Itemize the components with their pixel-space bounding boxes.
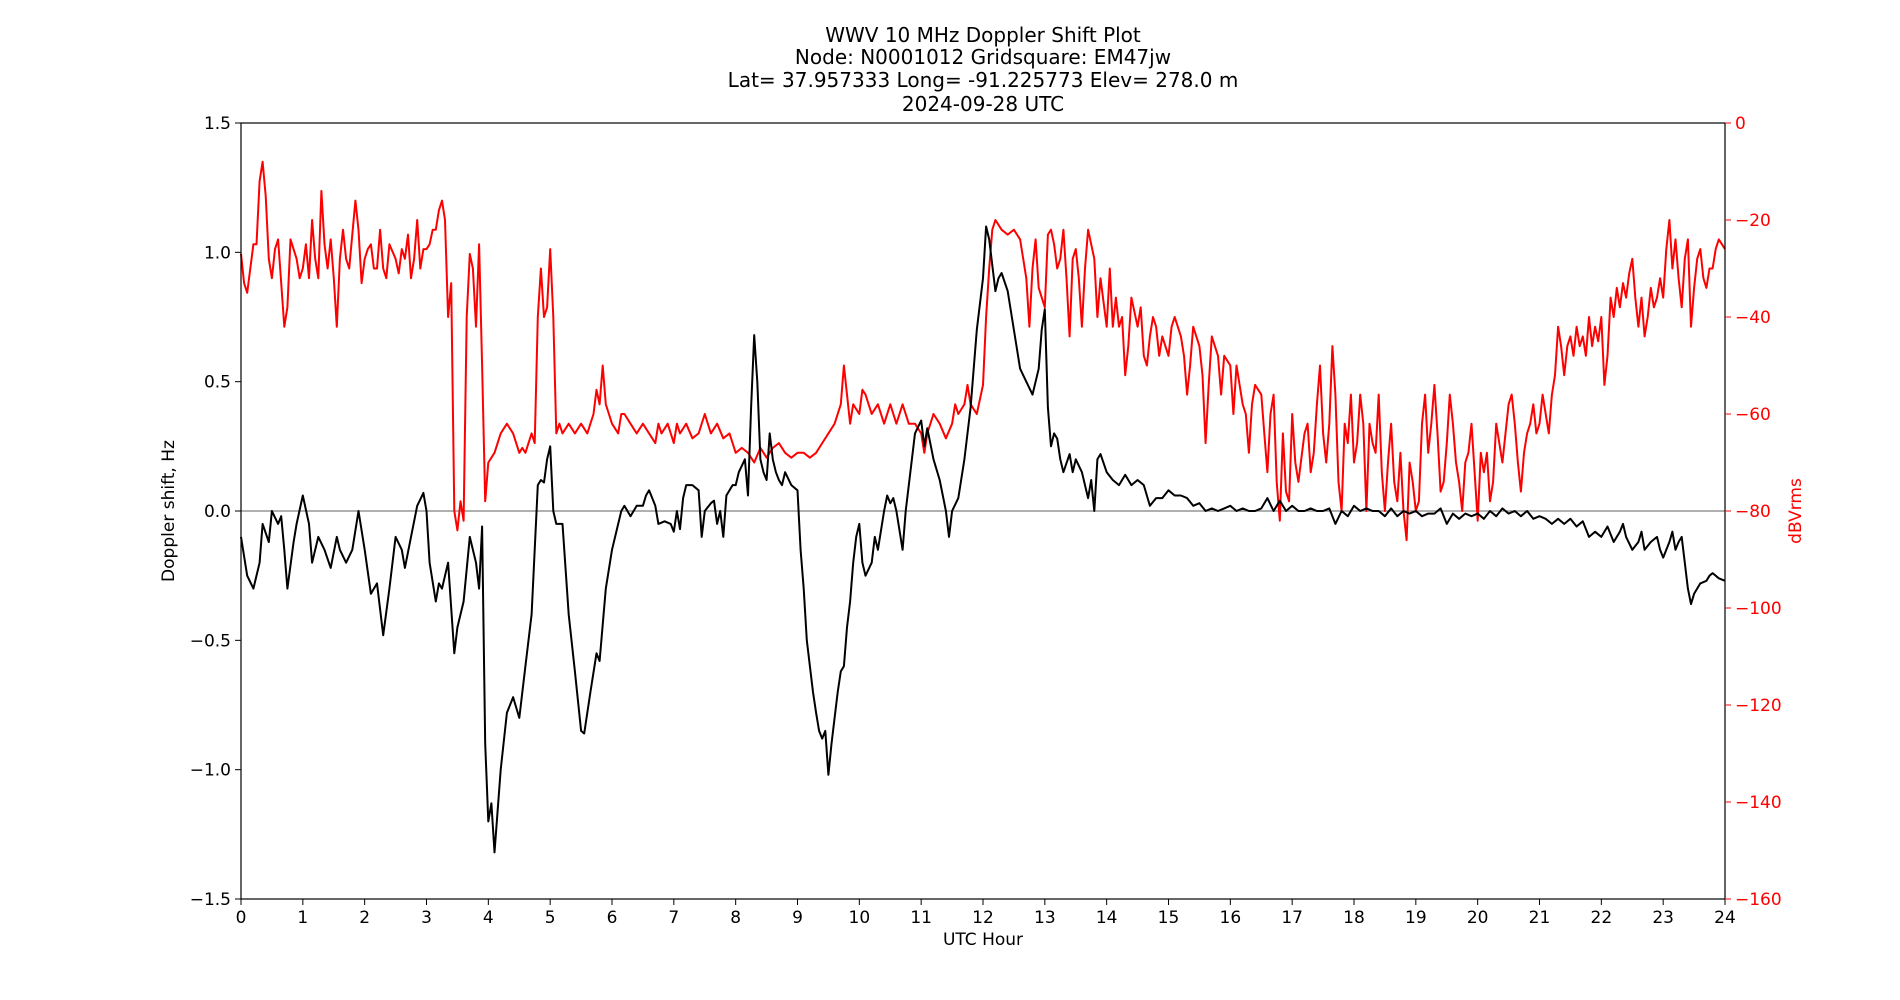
x-tick-label: 21 [1529,908,1551,928]
plot-area [240,160,1726,854]
y-right-tick-label: −60 [1735,405,1771,425]
doppler-shift-series [240,225,1726,854]
x-tick-label: 3 [421,908,432,928]
x-tick-label: 23 [1652,908,1674,928]
x-tick-label: 14 [1096,908,1118,928]
title-line-4: 2024-09-28 UTC [902,92,1064,116]
x-axis-label: UTC Hour [943,930,1023,950]
y-left-tick-label: 1.0 [204,243,231,263]
y-left-tick-label: 0.5 [204,373,231,393]
y-right-tick-label: −140 [1735,793,1782,813]
x-tick-label: 1 [297,908,308,928]
y-axis-left-label: Doppler shift, Hz [159,440,179,582]
x-tick-label: 20 [1467,908,1489,928]
x-tick-label: 17 [1281,908,1303,928]
x-tick-label: 11 [910,908,932,928]
y-left-tick-label: −1.5 [190,890,231,910]
y-axis-right-label: dBVrms [1786,478,1806,544]
x-tick-label: 9 [792,908,803,928]
axes: 0 1 2 3 4 5 6 7 8 9 10 11 12 13 14 15 16 17 18 19 20 21 22 23 24… [190,114,1782,928]
x-tick-label: 24 [1714,908,1736,928]
x-tick-label: 12 [972,908,994,928]
x-tick-label: 18 [1343,908,1365,928]
chart-title: WWV 10 MHz Doppler Shift Plot Node: N000… [728,23,1239,116]
title-line-3: Lat= 37.957333 Long= -91.225773 Elev= 27… [728,68,1239,92]
x-tick-label: 5 [545,908,556,928]
y-left-tick-label: 0.0 [204,502,231,522]
signal-power-series [240,160,1726,542]
x-tick-label: 0 [236,908,247,928]
title-line-2: Node: N0001012 Gridsquare: EM47jw [795,45,1171,69]
x-tick-label: 15 [1158,908,1180,928]
y-right-tick-label: 0 [1735,114,1746,134]
y-left-tick-label: −0.5 [190,631,231,651]
title-line-1: WWV 10 MHz Doppler Shift Plot [825,23,1141,47]
y-left-tick-label: 1.5 [204,114,231,134]
x-tick-label: 19 [1405,908,1427,928]
x-tick-label: 16 [1220,908,1242,928]
y-right-tick-label: −20 [1735,211,1771,231]
x-tick-label: 22 [1591,908,1613,928]
y-left-tick-label: −1.0 [190,761,231,781]
x-tick-label: 8 [730,908,741,928]
x-tick-label: 6 [607,908,618,928]
y-right-tick-label: −100 [1735,599,1782,619]
y-right-tick-label: −40 [1735,308,1771,328]
x-tick-label: 4 [483,908,494,928]
x-tick-label: 2 [359,908,370,928]
y-right-tick-label: −120 [1735,696,1782,716]
x-tick-label: 10 [849,908,871,928]
y-right-tick-label: −80 [1735,502,1771,522]
y-right-tick-label: −160 [1735,890,1782,910]
x-tick-label: 13 [1034,908,1056,928]
x-tick-label: 7 [668,908,679,928]
